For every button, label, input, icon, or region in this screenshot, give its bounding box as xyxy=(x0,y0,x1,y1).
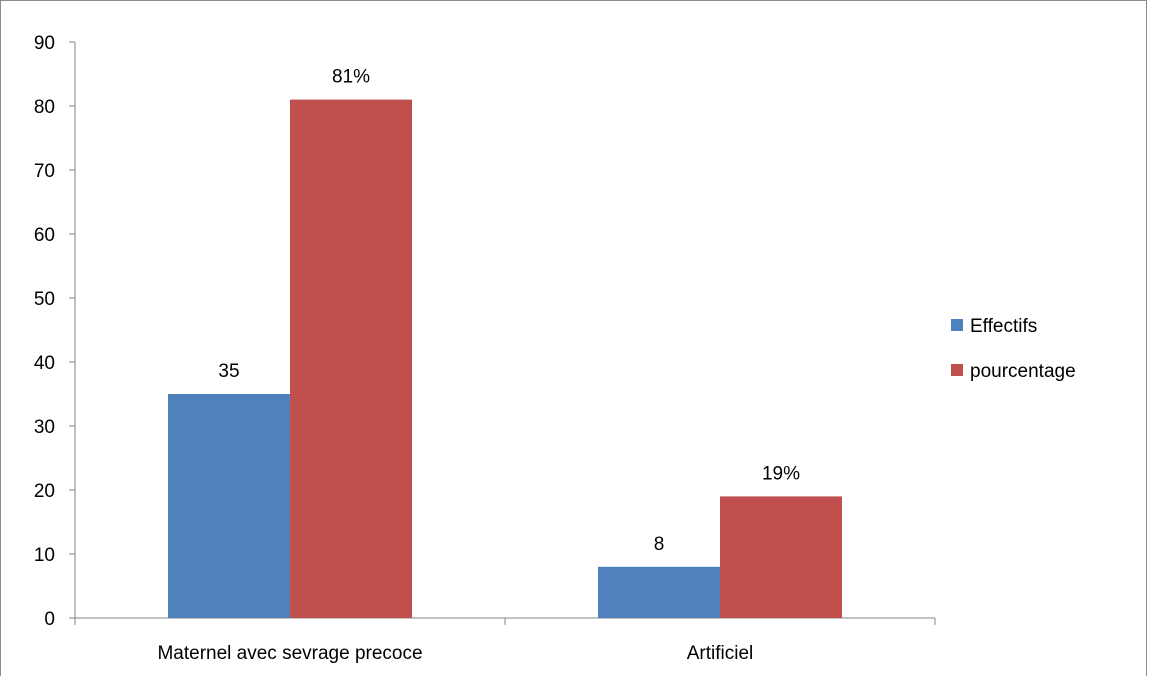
bars xyxy=(168,99,842,619)
bar xyxy=(290,99,412,619)
y-tick-label: 80 xyxy=(34,97,55,118)
bar xyxy=(168,394,290,618)
data-label: 19% xyxy=(762,463,800,484)
legend-swatch xyxy=(951,364,963,376)
data-label: 35 xyxy=(218,361,239,382)
y-tick-label: 20 xyxy=(34,481,55,502)
data-labels: 35 81% 8 19% xyxy=(218,67,800,555)
y-tick-label: 30 xyxy=(34,417,55,438)
y-tick-label: 90 xyxy=(34,33,55,54)
y-axis: 0 10 20 30 40 50 60 70 80 90 xyxy=(34,33,76,630)
y-tick-label: 70 xyxy=(34,161,55,182)
x-category-label: Maternel avec sevrage precoce xyxy=(157,643,422,664)
y-tick-label: 60 xyxy=(34,225,55,246)
x-category-label: Artificiel xyxy=(687,643,754,664)
legend: Effectifs pourcentage xyxy=(951,316,1076,382)
legend-label: Effectifs xyxy=(970,316,1037,337)
bar xyxy=(720,496,842,618)
y-tick-label: 10 xyxy=(34,545,55,566)
y-tick-label: 0 xyxy=(44,609,55,630)
legend-swatch xyxy=(951,319,963,331)
data-label: 81% xyxy=(332,67,370,88)
legend-label: pourcentage xyxy=(970,361,1076,382)
x-axis: Maternel avec sevrage precoce Artificiel xyxy=(74,617,936,664)
y-tick-label: 50 xyxy=(34,289,55,310)
data-label: 8 xyxy=(654,534,665,555)
bar xyxy=(598,566,720,618)
y-tick-label: 40 xyxy=(34,353,55,374)
